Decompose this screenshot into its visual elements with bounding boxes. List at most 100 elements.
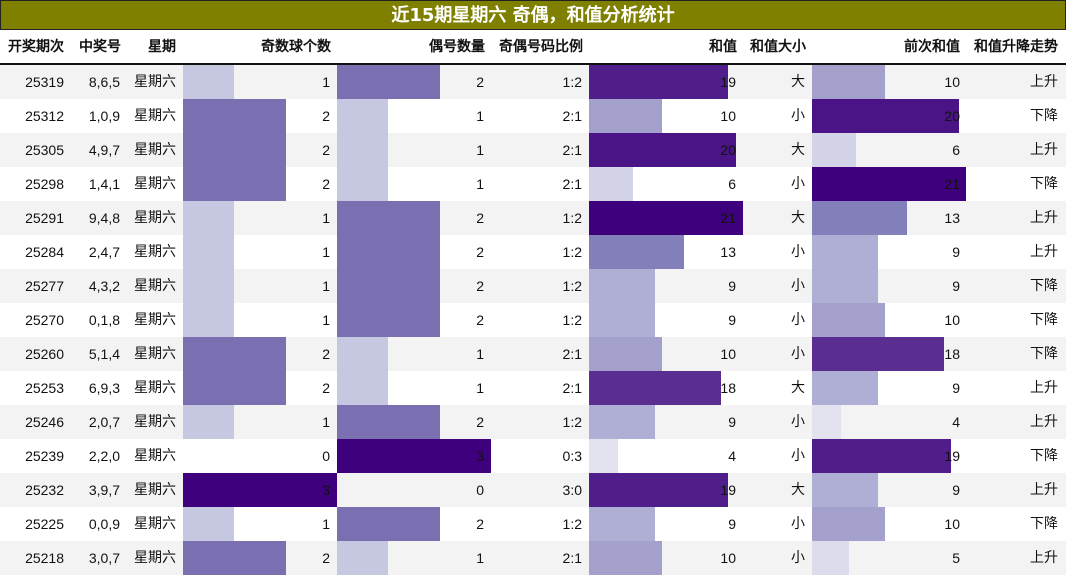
- numbers-cell: 1,4,1: [88, 176, 120, 192]
- prev-sum-cell: 4: [952, 414, 960, 430]
- odd-count-cell: 2: [322, 142, 330, 158]
- ratio-cell: 2:1: [562, 142, 582, 158]
- col-header-issue[interactable]: 开奖期次: [8, 39, 64, 55]
- weekday-cell: 星期六: [134, 482, 176, 498]
- sum-bar: [589, 201, 743, 235]
- table-row[interactable]: 25225 0,0,9 星期六 1 2 1:2 9 小 10 下降: [0, 507, 1066, 541]
- table-row[interactable]: 25246 2,0,7 星期六 1 2 1:2 9 小 4 上升: [0, 405, 1066, 439]
- odd-count-cell: 0: [322, 448, 330, 464]
- prev-sum-cell: 9: [952, 244, 960, 260]
- odd-count-bar: [183, 269, 234, 303]
- sum-size-cell: 小: [791, 346, 805, 362]
- col-header-even-count[interactable]: 偶号数量: [429, 39, 485, 55]
- sum-cell: 19: [720, 482, 736, 498]
- col-header-sum-size[interactable]: 和值大小: [750, 39, 806, 55]
- odd-count-cell: 1: [322, 278, 330, 294]
- sum-trend-cell: 上升: [1030, 550, 1058, 566]
- sum-cell: 4: [728, 448, 736, 464]
- table-row[interactable]: 25270 0,1,8 星期六 1 2 1:2 9 小 10 下降: [0, 303, 1066, 337]
- ratio-cell: 2:1: [562, 550, 582, 566]
- odd-count-cell: 1: [322, 244, 330, 260]
- numbers-cell: 2,0,7: [88, 414, 120, 430]
- issue-cell: 25232: [25, 482, 64, 498]
- issue-cell: 25319: [25, 74, 64, 90]
- prev-sum-bar: [812, 371, 878, 405]
- sum-cell: 6: [728, 176, 736, 192]
- sum-trend-cell: 下降: [1030, 516, 1058, 532]
- numbers-cell: 0,0,9: [88, 516, 120, 532]
- prev-sum-cell: 9: [952, 380, 960, 396]
- sum-size-cell: 小: [791, 108, 805, 124]
- prev-sum-bar: [812, 541, 849, 575]
- ratio-cell: 1:2: [562, 278, 582, 294]
- odd-count-bar: [183, 235, 234, 269]
- prev-sum-bar: [812, 133, 856, 167]
- even-count-bar: [337, 167, 388, 201]
- table-row[interactable]: 25239 2,2,0 星期六 0 3 0:3 4 小 19 下降: [0, 439, 1066, 473]
- sum-cell: 10: [720, 550, 736, 566]
- table-header-row: 开奖期次 中奖号 星期 奇数球个数 偶号数量 奇偶号码比例 和值 和值大小 前次…: [0, 30, 1066, 65]
- odd-count-bar: [183, 99, 286, 133]
- even-count-bar: [337, 507, 440, 541]
- table-row[interactable]: 25298 1,4,1 星期六 2 1 2:1 6 小 21 下降: [0, 167, 1066, 201]
- col-header-weekday[interactable]: 星期: [148, 39, 176, 55]
- ratio-cell: 1:2: [562, 74, 582, 90]
- table-title: 近15期星期六 奇偶，和值分析统计: [0, 0, 1066, 30]
- odd-count-bar: [183, 371, 286, 405]
- weekday-cell: 星期六: [134, 346, 176, 362]
- col-header-prev-sum[interactable]: 前次和值: [904, 39, 960, 55]
- ratio-cell: 2:1: [562, 108, 582, 124]
- sum-bar: [589, 473, 728, 507]
- prev-sum-cell: 10: [944, 312, 960, 328]
- prev-sum-cell: 20: [944, 108, 960, 124]
- table-row[interactable]: 25305 4,9,7 星期六 2 1 2:1 20 大 6 上升: [0, 133, 1066, 167]
- sum-trend-cell: 下降: [1030, 108, 1058, 124]
- issue-cell: 25277: [25, 278, 64, 294]
- table-row[interactable]: 25253 6,9,3 星期六 2 1 2:1 18 大 9 上升: [0, 371, 1066, 405]
- issue-cell: 25284: [25, 244, 64, 260]
- even-count-cell: 1: [476, 380, 484, 396]
- odd-count-cell: 1: [322, 414, 330, 430]
- prev-sum-bar: [812, 269, 878, 303]
- col-header-sum[interactable]: 和值: [709, 39, 737, 55]
- even-count-bar: [337, 201, 440, 235]
- table-row[interactable]: 25319 8,6,5 星期六 1 2 1:2 19 大 10 上升: [0, 65, 1066, 99]
- weekday-cell: 星期六: [134, 210, 176, 226]
- table-row[interactable]: 25260 5,1,4 星期六 2 1 2:1 10 小 18 下降: [0, 337, 1066, 371]
- issue-cell: 25239: [25, 448, 64, 464]
- ratio-cell: 2:1: [562, 380, 582, 396]
- table-row[interactable]: 25232 3,9,7 星期六 3 0 3:0 19 大 9 上升: [0, 473, 1066, 507]
- odd-count-bar: [183, 133, 286, 167]
- prev-sum-cell: 5: [952, 550, 960, 566]
- sum-cell: 21: [720, 210, 736, 226]
- prev-sum-bar: [812, 65, 885, 99]
- sum-trend-cell: 下降: [1030, 346, 1058, 362]
- sum-bar: [589, 99, 662, 133]
- sum-trend-cell: 上升: [1030, 380, 1058, 396]
- odd-count-bar: [183, 507, 234, 541]
- ratio-cell: 1:2: [562, 244, 582, 260]
- table-row[interactable]: 25218 3,0,7 星期六 2 1 2:1 10 小 5 上升: [0, 541, 1066, 575]
- sum-cell: 20: [720, 142, 736, 158]
- table-row[interactable]: 25277 4,3,2 星期六 1 2 1:2 9 小 9 下降: [0, 269, 1066, 303]
- numbers-cell: 4,9,7: [88, 142, 120, 158]
- even-count-bar: [337, 439, 491, 473]
- sum-size-cell: 小: [791, 312, 805, 328]
- odd-count-cell: 1: [322, 312, 330, 328]
- table-row[interactable]: 25291 9,4,8 星期六 1 2 1:2 21 大 13 上升: [0, 201, 1066, 235]
- table-row[interactable]: 25312 1,0,9 星期六 2 1 2:1 10 小 20 下降: [0, 99, 1066, 133]
- prev-sum-bar: [812, 235, 878, 269]
- ratio-cell: 2:1: [562, 176, 582, 192]
- odd-count-cell: 2: [322, 176, 330, 192]
- col-header-odd-count[interactable]: 奇数球个数: [261, 39, 331, 55]
- prev-sum-cell: 21: [944, 176, 960, 192]
- weekday-cell: 星期六: [134, 244, 176, 260]
- odd-count-cell: 3: [322, 482, 330, 498]
- issue-cell: 25225: [25, 516, 64, 532]
- table-row[interactable]: 25284 2,4,7 星期六 1 2 1:2 13 小 9 上升: [0, 235, 1066, 269]
- col-header-sum-trend[interactable]: 和值升降走势: [974, 39, 1058, 55]
- col-header-odd-even-ratio[interactable]: 奇偶号码比例: [499, 39, 583, 55]
- sum-trend-cell: 上升: [1030, 142, 1058, 158]
- even-count-bar: [337, 371, 388, 405]
- col-header-numbers[interactable]: 中奖号: [79, 39, 121, 55]
